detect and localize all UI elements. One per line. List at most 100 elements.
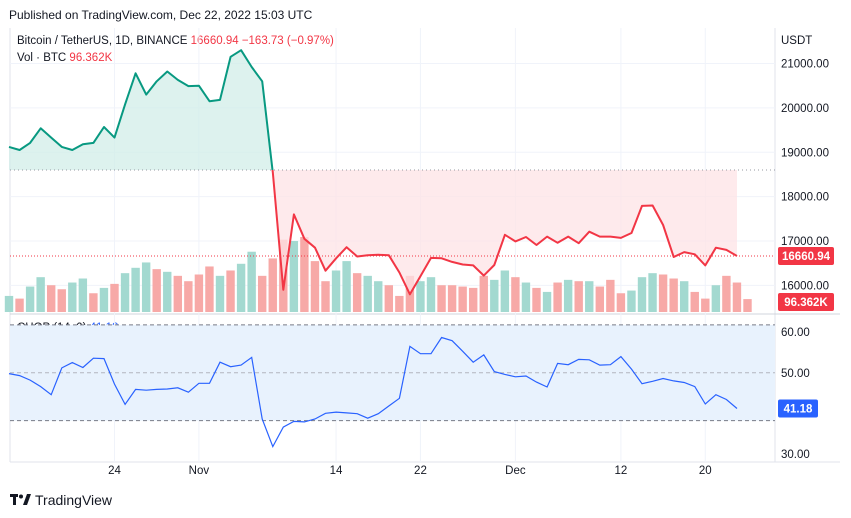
volume-bar	[268, 258, 277, 312]
volume-bar	[89, 293, 98, 312]
price-tick-label: 16000.00	[781, 280, 829, 292]
volume-bar	[342, 261, 351, 312]
time-tick-label: 14	[330, 465, 343, 477]
volume-bar	[553, 282, 562, 312]
volume-bar	[384, 285, 393, 312]
volume-bar	[120, 273, 130, 312]
price-line-below-baseline	[271, 169, 738, 296]
volume-bar	[363, 275, 372, 312]
time-tick-label: Nov	[189, 465, 210, 477]
volume-bar	[352, 273, 362, 312]
volume-bar	[627, 290, 636, 312]
price-line-above-baseline	[8, 49, 274, 171]
volume-bar	[511, 277, 520, 312]
price-tick-label: 19000.00	[781, 147, 829, 159]
volume-bar	[310, 261, 320, 312]
last-price-label: 16660.94	[782, 251, 831, 263]
last-volume-label: 96.362K	[784, 297, 828, 309]
time-tick-label: 22	[414, 465, 427, 477]
footer-brand-name: TradingView	[35, 492, 113, 508]
last-price-tag	[778, 247, 834, 266]
volume-bar	[743, 299, 752, 312]
footer-branding[interactable]: TradingView	[10, 492, 112, 508]
volume-bar	[247, 251, 256, 312]
volume-legend-value: 96.362K	[69, 52, 113, 64]
price-area-below-baseline	[272, 170, 737, 295]
volume-bar	[25, 286, 35, 312]
time-tick-label: 12	[615, 465, 628, 477]
volume-bar	[236, 263, 246, 312]
volume-bar	[184, 281, 193, 312]
volume-legend: Vol · BTC 96.362K	[17, 52, 112, 64]
volume-bar	[78, 278, 88, 312]
volume-bar	[532, 287, 541, 312]
volume-bar	[205, 266, 214, 312]
volume-bar	[374, 281, 383, 312]
chop-tick-label: 50.00	[781, 368, 810, 380]
price-tick-label: 21000.00	[781, 59, 829, 71]
volume-bar	[658, 274, 668, 312]
volume-bar	[490, 279, 499, 312]
volume-bar	[595, 286, 604, 312]
volume-bar	[722, 275, 731, 312]
volume-bar	[416, 281, 425, 312]
time-tick-label: 20	[699, 465, 712, 477]
volume-bar	[701, 298, 710, 312]
volume-bar	[732, 282, 742, 312]
volume-bar	[437, 285, 446, 312]
chop-tick-label: 30.00	[781, 449, 810, 461]
volume-bar	[15, 298, 24, 312]
price-tick-label: 17000.00	[781, 236, 829, 248]
volume-bar	[131, 267, 140, 312]
price-area-above-baseline	[9, 50, 273, 171]
volume-bar	[500, 270, 510, 312]
volume-legend-label[interactable]: Vol · BTC	[17, 52, 67, 64]
volume-bar	[606, 279, 615, 312]
volume-bar	[521, 282, 531, 312]
volume-bar	[152, 269, 161, 312]
chop-last-tag	[778, 399, 818, 418]
volume-bar	[331, 270, 341, 312]
volume-bar	[300, 237, 309, 312]
volume-bar	[637, 277, 647, 312]
volume-bar	[194, 274, 204, 312]
price-tick-label: 18000.00	[781, 192, 829, 204]
volume-bar	[110, 283, 119, 312]
chop-tick-label: 60.00	[781, 327, 810, 339]
volume-bar	[226, 270, 235, 312]
price-axis-unit: USDT	[781, 35, 812, 47]
volume-bar	[669, 278, 678, 312]
legend-price: 16660.94	[190, 35, 239, 47]
time-tick-label: 24	[108, 465, 121, 477]
volume-bar	[690, 291, 699, 312]
volume-bar	[574, 281, 583, 312]
chop-last-label: 41.18	[784, 404, 813, 416]
volume-bar	[57, 289, 66, 312]
price-tick-label: 20000.00	[781, 103, 829, 115]
volume-bar	[585, 281, 594, 312]
volume-bar	[680, 281, 689, 312]
volume-bar	[215, 275, 225, 312]
volume-bar	[458, 286, 467, 312]
volume-bar	[68, 282, 77, 312]
time-tick-label: Dec	[505, 465, 526, 477]
volume-bar	[321, 281, 330, 312]
volume-bar	[563, 279, 573, 312]
volume-bar	[289, 241, 299, 312]
volume-bar	[163, 271, 172, 312]
volume-bar	[395, 295, 404, 312]
legend-change: −163.73 (−0.97%)	[241, 35, 334, 47]
volume-bar	[469, 287, 478, 312]
symbol-legend: Bitcoin / TetherUS, 1D, BINANCE 16660.94…	[17, 35, 334, 47]
volume-bar	[447, 285, 457, 312]
symbol-title[interactable]: Bitcoin / TetherUS, 1D, BINANCE	[17, 35, 188, 47]
chop-line	[8, 336, 738, 449]
volume-bar	[141, 262, 151, 312]
volume-bar	[616, 293, 626, 312]
volume-bar	[258, 275, 267, 312]
last-volume-tag	[778, 293, 834, 311]
volume-bar	[99, 287, 109, 312]
volume-bar	[47, 285, 56, 312]
volume-bar	[4, 295, 14, 312]
